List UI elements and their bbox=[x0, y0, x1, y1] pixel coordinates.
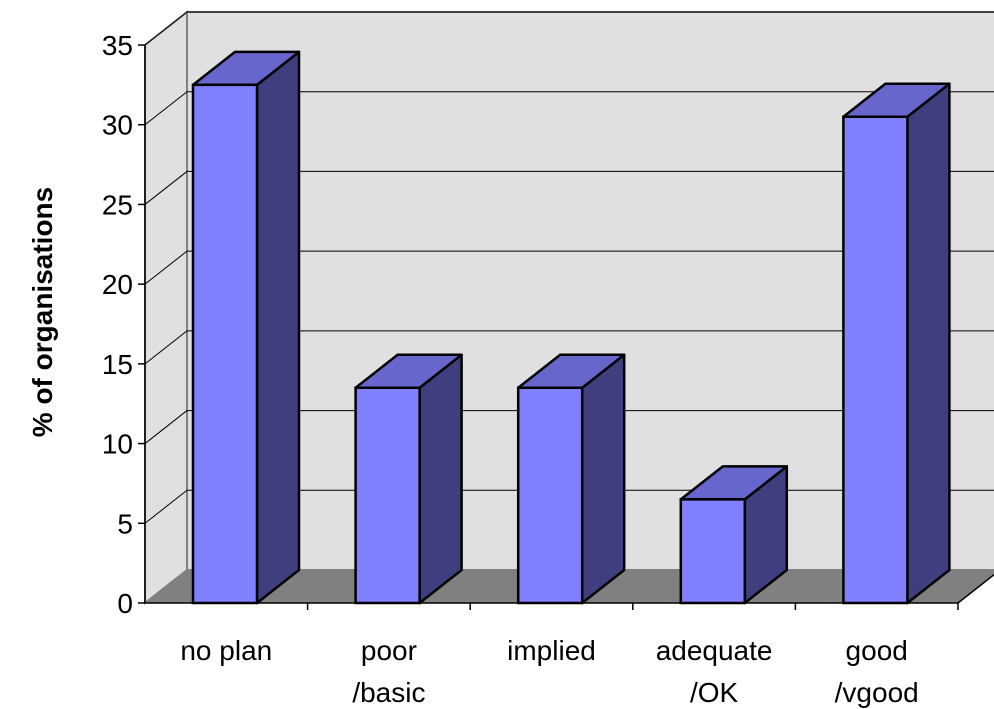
x-category-label-line: /basic bbox=[352, 677, 425, 708]
x-category-label-line: implied bbox=[507, 635, 596, 666]
y-tick-label: 10 bbox=[102, 429, 133, 460]
gridline-side bbox=[144, 11, 188, 46]
x-axis-depth bbox=[957, 573, 994, 604]
gridline-side bbox=[144, 410, 188, 444]
x-category-label: no plan bbox=[180, 635, 272, 666]
bar bbox=[191, 50, 301, 605]
gridline-side bbox=[144, 489, 188, 524]
gridline-side bbox=[144, 250, 188, 285]
gridline-side bbox=[144, 171, 188, 205]
bar bbox=[516, 353, 626, 605]
bar-front bbox=[191, 83, 259, 605]
x-category-label-line: adequate bbox=[656, 635, 773, 666]
y-tick-label: 35 bbox=[102, 30, 133, 61]
bar-front bbox=[516, 386, 584, 605]
y-axis-title: % of organisations bbox=[27, 187, 58, 437]
x-category-label-line: good bbox=[846, 635, 908, 666]
bar-front bbox=[679, 498, 747, 605]
bar bbox=[842, 82, 951, 605]
y-tick-label: 15 bbox=[102, 349, 133, 380]
bar-side bbox=[580, 353, 626, 605]
y-tick-label: 5 bbox=[117, 508, 133, 539]
x-category-label: good/vgood bbox=[835, 635, 919, 708]
labels: 0 5 10 15 20 25 30 35 no plan poor/basic implied ad… bbox=[102, 30, 919, 708]
x-category-label: implied bbox=[507, 635, 596, 666]
bars bbox=[191, 50, 951, 605]
bar bbox=[354, 353, 463, 605]
bar-side bbox=[418, 353, 463, 605]
gridline-side bbox=[144, 330, 188, 365]
y-tick-label: 30 bbox=[102, 110, 133, 141]
y-tick-label: 20 bbox=[102, 269, 133, 300]
bar-side bbox=[255, 50, 301, 605]
x-category-label-line: /OK bbox=[690, 677, 739, 708]
gridline-side bbox=[144, 91, 188, 126]
bar-front bbox=[842, 115, 909, 605]
x-category-label: poor/basic bbox=[352, 635, 425, 708]
y-tick-label: 0 bbox=[117, 588, 133, 619]
bar-side bbox=[906, 82, 951, 605]
x-category-label-line: /vgood bbox=[835, 677, 919, 708]
x-category-label-line: no plan bbox=[180, 635, 272, 666]
y-tick-label: 25 bbox=[102, 189, 133, 220]
bar bbox=[679, 465, 789, 605]
x-category-label-line: poor bbox=[361, 635, 417, 666]
bar-front bbox=[354, 386, 421, 605]
x-category-label: adequate/OK bbox=[656, 635, 773, 708]
side-wall bbox=[144, 9, 188, 606]
